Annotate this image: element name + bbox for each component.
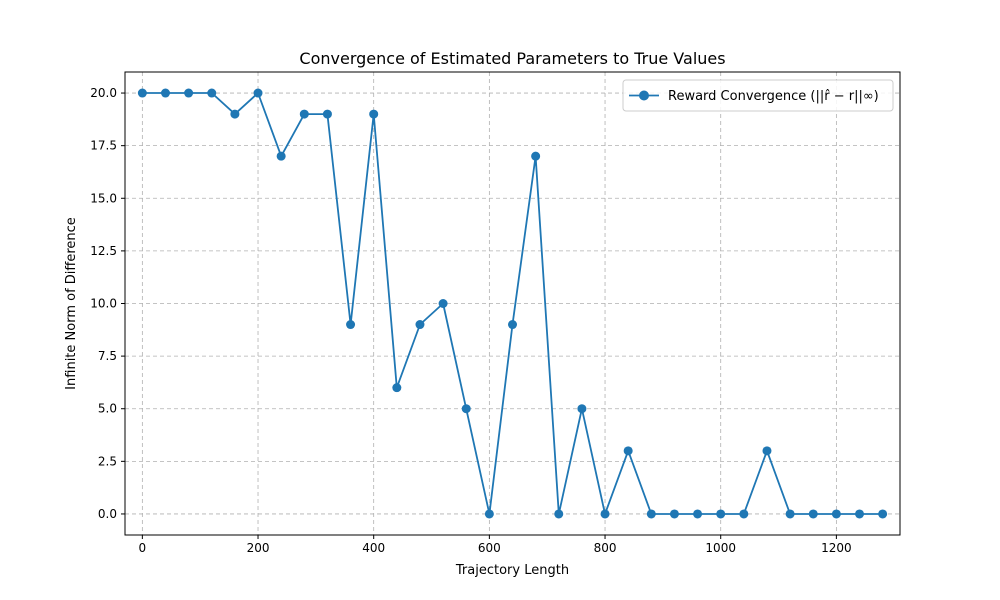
data-point (831, 509, 841, 519)
legend-marker (639, 90, 649, 101)
data-point (160, 88, 170, 98)
data-point (207, 88, 217, 98)
data-point (855, 509, 865, 519)
y-tick-label: 5.0 (98, 402, 117, 416)
data-point (600, 509, 610, 519)
plot-frame (124, 71, 901, 536)
data-point (137, 88, 147, 98)
data-point (438, 299, 448, 308)
x-tick-label: 200 (247, 541, 270, 555)
legend: Reward Convergence (||r̂ − r||∞) (622, 79, 894, 112)
x-tick-label: 0 (139, 541, 147, 555)
legend-label: Reward Convergence (||r̂ − r||∞) (668, 89, 879, 104)
data-point (878, 509, 888, 519)
data-point (415, 320, 425, 330)
chart-title: Convergence of Estimated Parameters to T… (299, 49, 725, 68)
y-tick-label: 12.5 (90, 244, 117, 258)
data-point (484, 509, 494, 519)
y-tick-label: 15.0 (90, 191, 117, 205)
data-point (623, 446, 633, 456)
data-point (808, 509, 818, 519)
data-point (693, 509, 703, 519)
data-point (299, 109, 309, 119)
x-tick-label: 800 (594, 541, 617, 555)
data-point (461, 404, 471, 414)
data-point (785, 509, 795, 519)
data-point (646, 509, 656, 519)
data-point (739, 509, 749, 519)
data-point (531, 151, 541, 161)
data-point (322, 109, 332, 119)
axis-ticks: 0 200 400 600 800 1000 1200 0.0 2.5 5.0 7.5 10.0 12.… (90, 86, 851, 555)
data-point (253, 88, 263, 98)
y-tick-label: 20.0 (90, 86, 117, 100)
y-tick-label: 2.5 (98, 454, 117, 468)
data-point (369, 109, 379, 119)
data-point (577, 404, 587, 414)
data-point (184, 88, 194, 98)
y-tick-label: 17.5 (90, 139, 117, 153)
data-point (276, 151, 286, 161)
x-tick-label: 1200 (821, 541, 852, 555)
legend-box (622, 79, 894, 112)
y-axis-label: Infinite Norm of Difference (64, 217, 79, 390)
x-axis-label: Trajectory Length (455, 563, 569, 578)
data-point (669, 509, 679, 519)
y-tick-label: 10.0 (90, 297, 117, 311)
data-point (554, 509, 564, 519)
y-tick-label: 0.0 (98, 507, 117, 521)
data-point (716, 509, 726, 519)
data-point (230, 109, 240, 119)
x-tick-label: 600 (478, 541, 501, 555)
y-tick-label: 7.5 (98, 349, 117, 363)
grid-lines (125, 72, 900, 535)
x-tick-label: 1000 (705, 541, 736, 555)
data-point (392, 383, 402, 393)
x-tick-label: 400 (362, 541, 385, 555)
data-point (508, 320, 517, 330)
data-point (346, 320, 356, 330)
data-series (137, 88, 888, 519)
data-point (762, 446, 772, 456)
